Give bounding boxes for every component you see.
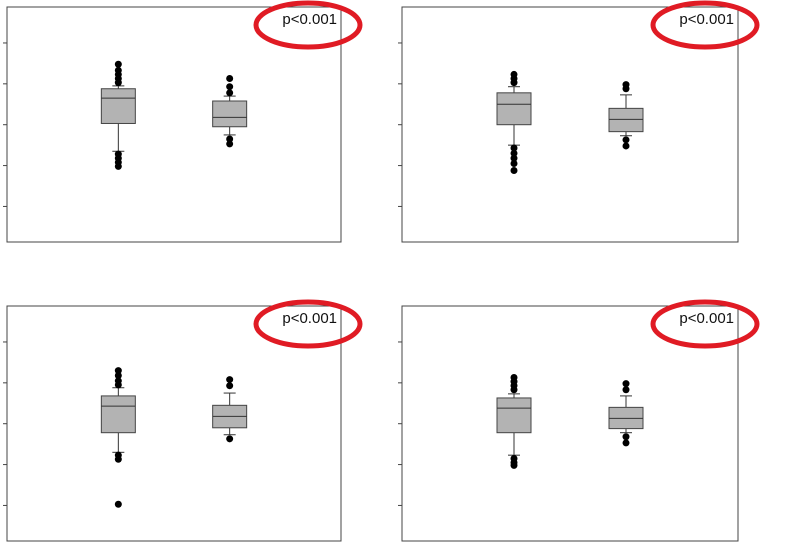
outlier [622, 380, 630, 388]
outlier [510, 160, 518, 168]
outlier [226, 382, 234, 390]
plot-frame [401, 6, 739, 243]
plot-frame [6, 6, 342, 243]
outlier [510, 166, 518, 174]
p-value: p<0.001 [679, 310, 734, 327]
outlier [114, 60, 122, 68]
outlier [226, 140, 234, 148]
box [496, 397, 532, 434]
outlier [114, 381, 122, 389]
plot-frame [6, 305, 342, 542]
box [100, 395, 136, 434]
highlight-circle [650, 299, 760, 349]
outlier [226, 135, 234, 143]
outlier [114, 455, 122, 463]
box [496, 92, 532, 126]
outlier [226, 89, 234, 97]
outlier [114, 162, 122, 170]
outlier [622, 433, 630, 441]
highlight-circle [650, 0, 760, 50]
outlier [510, 386, 518, 394]
outlier [226, 83, 234, 91]
outlier [226, 435, 234, 443]
outlier [622, 439, 630, 447]
p-value: p<0.001 [679, 11, 734, 28]
p-value: p<0.001 [282, 11, 337, 28]
plot-frame [401, 305, 739, 542]
outlier [622, 142, 630, 150]
outlier [114, 79, 122, 87]
outlier [622, 386, 630, 394]
box [608, 107, 644, 133]
outlier [510, 79, 518, 87]
outlier [510, 144, 518, 152]
outlier [114, 371, 122, 379]
box [100, 88, 136, 124]
p-value: p<0.001 [282, 310, 337, 327]
outlier [114, 367, 122, 375]
outlier [226, 376, 234, 384]
highlight-circle [253, 0, 363, 50]
outlier [510, 461, 518, 469]
outlier [510, 154, 518, 162]
box [212, 100, 248, 128]
outlier [510, 149, 518, 157]
outlier [114, 500, 122, 508]
outlier [226, 75, 234, 83]
highlight-circle [253, 299, 363, 349]
outlier [622, 85, 630, 93]
outlier [622, 136, 630, 144]
